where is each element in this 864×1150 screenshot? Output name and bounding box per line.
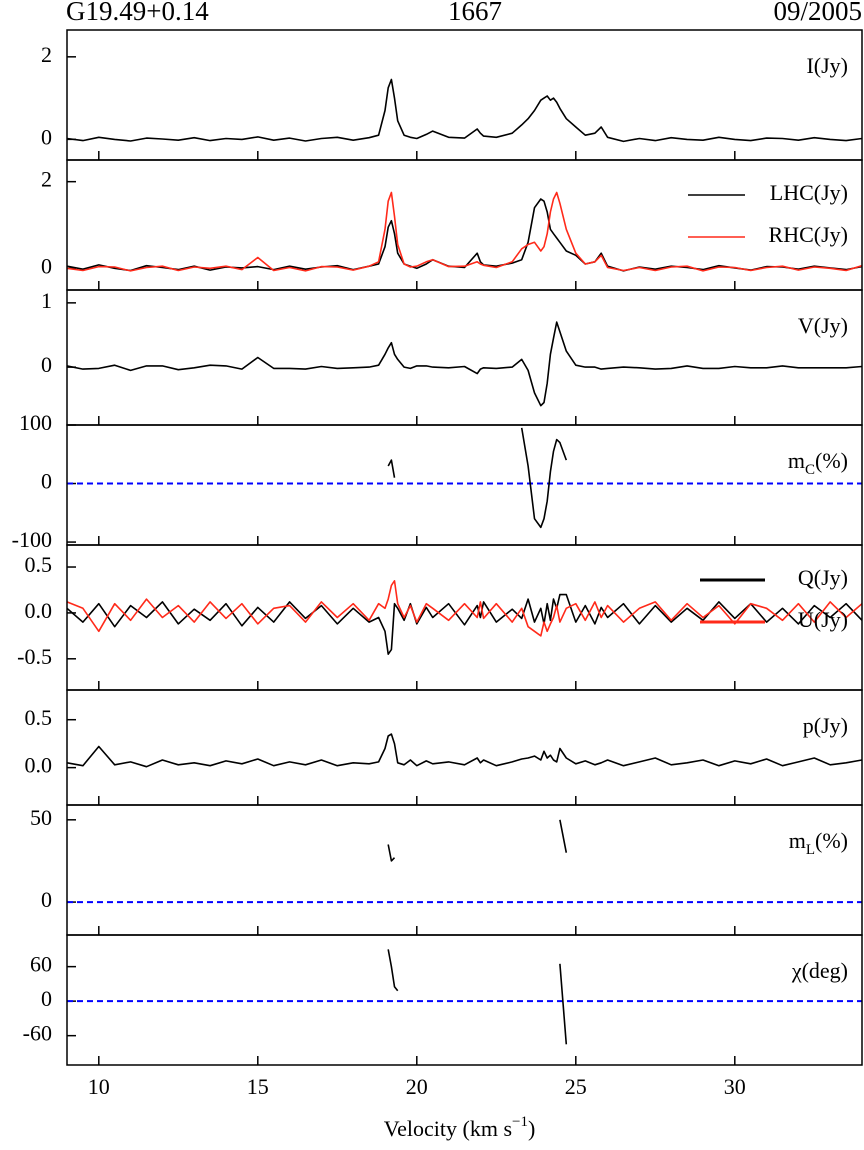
x-axis-title: Velocity (km s−1) [384, 1114, 536, 1141]
y-tick-label: 0 [41, 253, 52, 278]
y-tick-label: 0.5 [25, 552, 53, 577]
x-tick-label: 25 [565, 1074, 587, 1099]
spectrum-line [67, 78, 862, 143]
spectrum-line [67, 198, 862, 272]
panel-frame [66, 159, 863, 291]
panel-label: mL(%) [789, 828, 848, 858]
label-part: m [789, 828, 806, 853]
source-name: G19.49+0.14 [66, 0, 209, 26]
y-tick-label: 100 [19, 410, 52, 435]
panel-frame [66, 804, 863, 936]
y-tick-label: 50 [30, 805, 52, 830]
y-tick-label: 0 [41, 469, 52, 494]
spectrum-line [67, 580, 862, 637]
plot-area [387, 819, 568, 862]
spectrum-line [387, 949, 568, 1045]
y-tick-label: -60 [23, 1021, 52, 1046]
label-part: L [806, 842, 815, 858]
plot-area [67, 580, 862, 655]
panel-label: χ(deg) [791, 958, 848, 983]
label-part: C [805, 462, 815, 478]
epoch: 09/2005 [773, 0, 862, 26]
x-tick-label: 15 [247, 1074, 269, 1099]
x-tick-label: 30 [724, 1074, 746, 1099]
x-tick-label: 20 [406, 1074, 428, 1099]
label-part: (%) [815, 448, 848, 473]
spectrum-line [67, 191, 862, 272]
y-tick-label: 0 [41, 352, 52, 377]
label-part: Velocity (km s [384, 1116, 512, 1141]
panel-frame [66, 934, 863, 1066]
y-tick-label: 0 [41, 887, 52, 912]
panel-frame [66, 689, 863, 806]
legend-label: LHC(Jy) [770, 180, 848, 205]
label-part: m [788, 448, 805, 473]
y-tick-label: 0.0 [25, 598, 53, 623]
y-tick-label: -0.5 [17, 644, 52, 669]
y-tick-label: 1 [41, 288, 52, 313]
plot-area [67, 78, 862, 143]
legend-label: RHC(Jy) [769, 222, 848, 247]
y-tick-label: 2 [41, 167, 52, 192]
y-tick-label: 0.5 [25, 705, 53, 730]
y-tick-label: 0 [41, 124, 52, 149]
y-tick-label: 0 [41, 986, 52, 1011]
spectrum-line [67, 321, 862, 407]
legend-label: U(Jy) [798, 607, 848, 632]
panel-frame [66, 289, 863, 426]
panel-frame [66, 424, 863, 546]
label-part: ) [528, 1116, 535, 1141]
frequency: 1667 [448, 0, 502, 26]
plot-area [67, 733, 862, 768]
panel-label: p(Jy) [803, 713, 848, 738]
panel-label: I(Jy) [806, 53, 848, 78]
panel-label: V(Jy) [798, 313, 848, 338]
spectrum-line [387, 819, 568, 862]
plot-area [387, 427, 568, 529]
legend-label: Q(Jy) [798, 565, 848, 590]
plot-area [67, 321, 862, 407]
y-tick-label: 60 [30, 952, 52, 977]
plot-area [387, 949, 568, 1045]
spectrum-line [387, 427, 568, 529]
y-tick-label: 0.0 [25, 753, 53, 778]
label-part: −1 [512, 1114, 528, 1130]
plot-area [67, 191, 862, 272]
y-tick-label: 2 [41, 42, 52, 67]
spectrum-line [67, 733, 862, 768]
y-tick-label: -100 [12, 527, 52, 552]
label-part: (%) [815, 828, 848, 853]
panel-label: mC(%) [788, 448, 848, 478]
x-tick-label: 10 [88, 1074, 110, 1099]
